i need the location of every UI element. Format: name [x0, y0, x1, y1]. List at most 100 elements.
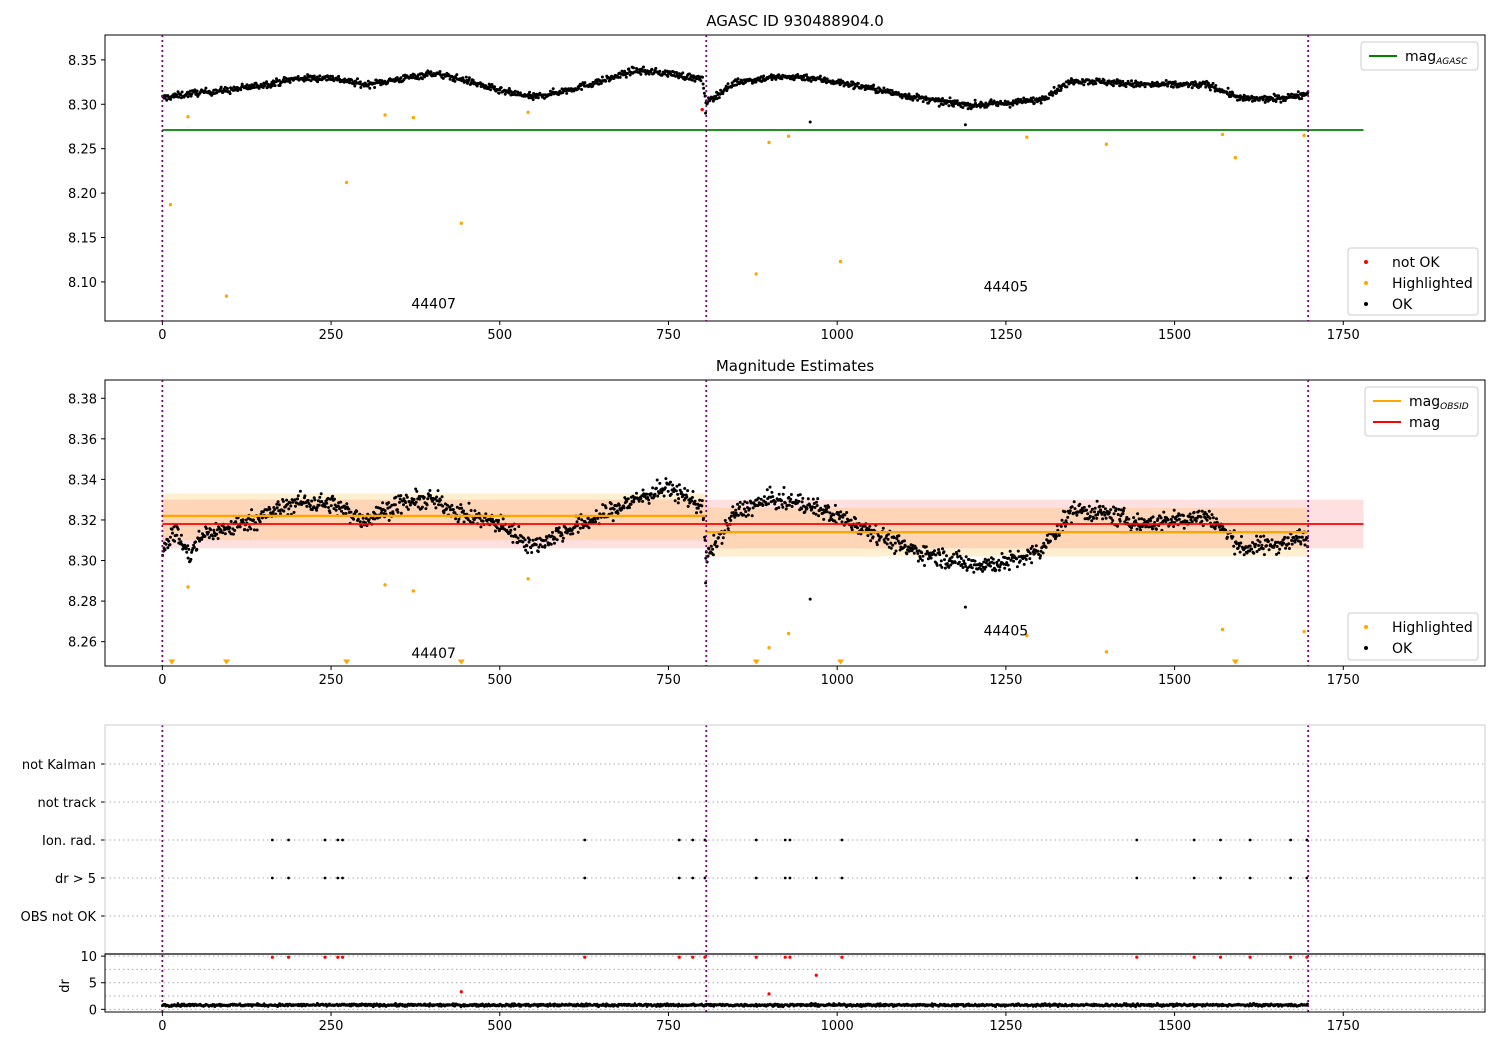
- ok-point: [555, 538, 559, 542]
- highlighted-point: [838, 259, 843, 264]
- legend-label: OK: [1392, 297, 1413, 313]
- ok-point: [177, 537, 181, 541]
- ok-point: [1057, 533, 1061, 537]
- ok-point: [599, 81, 603, 85]
- ok-point: [952, 104, 955, 108]
- ok-point: [358, 80, 362, 84]
- ok-point: [771, 495, 775, 499]
- ok-point: [212, 528, 216, 532]
- ok-point: [226, 87, 229, 90]
- ok-point: [1262, 553, 1266, 557]
- highlighted-point: [459, 221, 464, 225]
- legend-label-text: mag: [1409, 415, 1440, 431]
- ok-point: [1093, 510, 1096, 514]
- ok-point: [194, 92, 198, 96]
- ok-point: [1203, 82, 1207, 86]
- ok-point: [249, 527, 253, 531]
- ok-point: [707, 547, 711, 551]
- ok-point: [1166, 518, 1170, 522]
- ok-point: [195, 89, 199, 93]
- ok-point: [1101, 517, 1105, 521]
- ok-point: [714, 540, 718, 544]
- ok-point: [1095, 499, 1099, 503]
- ok-point: [875, 543, 879, 547]
- ok-point: [209, 528, 213, 532]
- panel-1: AGASC ID 930488904.00 250 500 750 1000 1250 15…: [68, 12, 1486, 343]
- ok-point: [1022, 562, 1026, 566]
- ok-point: [1238, 550, 1242, 554]
- highlighted-point: [786, 134, 791, 138]
- ok-point: [652, 71, 656, 75]
- ok-point: [192, 545, 196, 549]
- ok-point: [867, 527, 871, 531]
- ok-point: [690, 78, 694, 82]
- ok-point: [1282, 541, 1286, 545]
- ok-point: [914, 546, 918, 550]
- highlighted-point: [224, 294, 229, 298]
- ok-point: [1068, 509, 1072, 513]
- ok-point: [557, 93, 560, 97]
- ok-point: [712, 533, 716, 537]
- ok-point: [1137, 517, 1141, 521]
- ok-point: [328, 511, 332, 515]
- highlighted-point: [767, 140, 771, 145]
- ok-point: [897, 534, 901, 538]
- flag-point: [788, 876, 792, 880]
- ok-point: [169, 535, 172, 539]
- x-tick-label: 250: [319, 673, 344, 688]
- ok-point: [903, 544, 907, 548]
- ok-point: [1103, 507, 1107, 511]
- ok-point: [1028, 552, 1032, 555]
- ok-point: [625, 499, 629, 503]
- ok-point: [645, 492, 649, 496]
- ok-point: [912, 551, 916, 555]
- ok-point: [333, 497, 336, 501]
- ok-point: [406, 507, 410, 511]
- ok-point: [1277, 94, 1281, 98]
- ok-point: [891, 543, 895, 547]
- ok-point: [688, 72, 691, 76]
- ok-point: [1265, 544, 1268, 548]
- ok-point: [1073, 507, 1077, 511]
- ok-point: [387, 501, 391, 505]
- ok-point: [454, 517, 458, 521]
- ok-point: [325, 501, 329, 505]
- ok-point: [669, 480, 672, 484]
- ok-point: [481, 519, 485, 523]
- ok-point: [232, 85, 236, 89]
- ok-point: [604, 506, 608, 510]
- ok-point: [1121, 509, 1125, 513]
- ok-point: [698, 498, 702, 502]
- ok-point: [740, 78, 743, 82]
- ok-point: [809, 79, 813, 83]
- ok-point: [1205, 518, 1209, 522]
- ok-point: [992, 561, 996, 565]
- ok-point: [664, 477, 668, 481]
- ok-point: [1082, 505, 1086, 509]
- ok-point: [604, 79, 608, 83]
- below-range-marker: [752, 659, 760, 665]
- highlighted-point: [411, 589, 416, 593]
- ok-point: [1030, 544, 1034, 548]
- ok-point: [1134, 79, 1138, 83]
- ok-point: [950, 555, 954, 559]
- flag-point: [1192, 876, 1196, 880]
- ok-point: [219, 85, 223, 89]
- ok-point: [1070, 78, 1074, 82]
- y-tick-label: 8.32: [68, 514, 97, 529]
- ok-point: [194, 540, 198, 544]
- ok-point: [396, 510, 400, 514]
- ok-point: [734, 508, 738, 512]
- ok-point: [882, 86, 886, 90]
- ok-point: [1078, 502, 1082, 506]
- highlighted-point: [1302, 629, 1306, 634]
- x-tick-label: 1250: [989, 673, 1022, 688]
- ok-point: [534, 543, 538, 547]
- ok-point: [997, 558, 1001, 562]
- flag-point: [703, 876, 707, 880]
- ok-point: [296, 497, 299, 501]
- ok-point: [176, 90, 180, 94]
- ok-point: [493, 529, 497, 533]
